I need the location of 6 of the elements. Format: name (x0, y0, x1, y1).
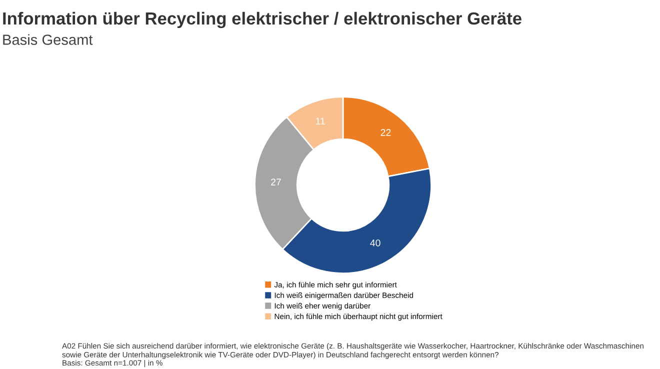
data-label: 27 (271, 178, 281, 186)
data-label: 11 (316, 118, 325, 124)
data-label: 40 (370, 239, 380, 246)
chart-title: Information über Recycling elektrischer / elektronischer Geräte (3, 12, 522, 28)
data-label: 22 (380, 129, 391, 136)
text: Basis Gesamt (3, 34, 93, 45)
